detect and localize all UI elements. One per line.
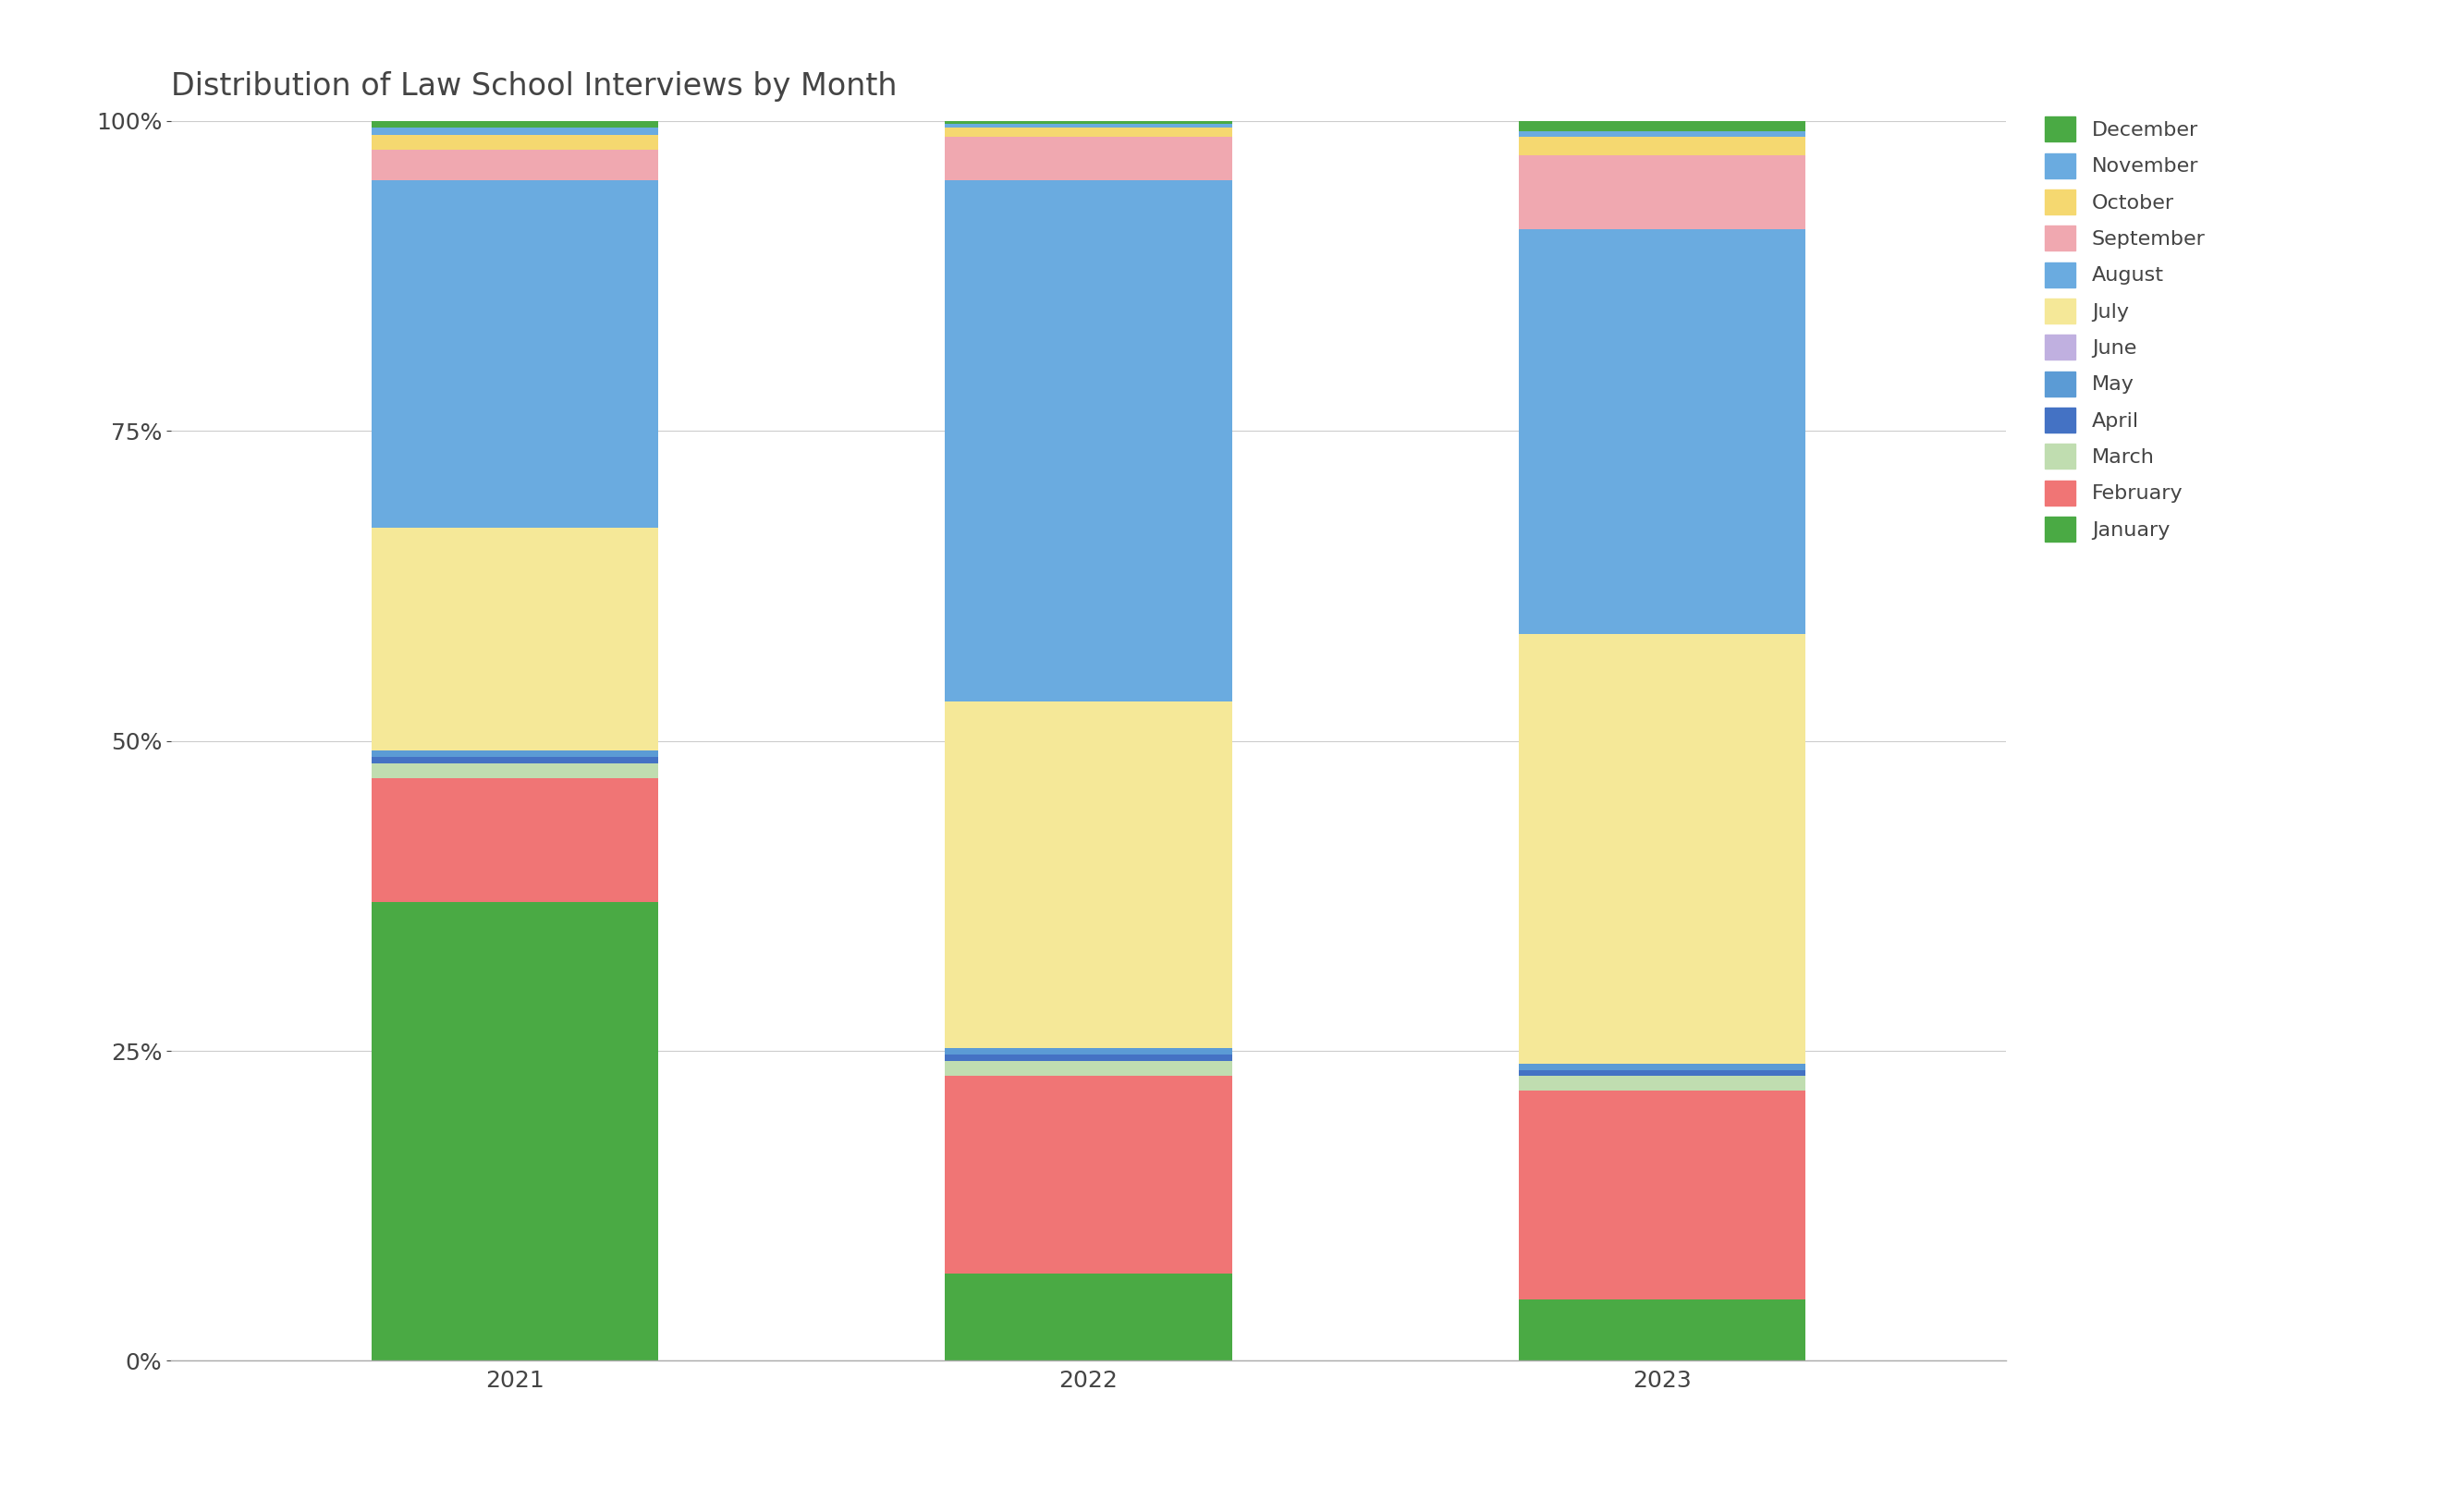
Bar (372, 903, 658, 1361)
Bar (372, 779, 658, 903)
Bar (1519, 1064, 1805, 1070)
Text: Distribution of Law School Interviews by Month: Distribution of Law School Interviews by… (171, 71, 898, 101)
Bar (944, 1061, 1233, 1075)
Bar (944, 702, 1233, 1048)
Bar (1519, 1070, 1805, 1077)
Bar (944, 138, 1233, 180)
Bar (944, 180, 1233, 702)
Bar (1519, 156, 1805, 228)
Bar (1519, 1077, 1805, 1090)
Bar (372, 180, 658, 528)
Bar (944, 1048, 1233, 1054)
Bar (372, 528, 658, 751)
Bar (372, 150, 658, 180)
Bar (944, 124, 1233, 127)
Bar (944, 1075, 1233, 1275)
Bar (372, 764, 658, 779)
Bar (1519, 228, 1805, 634)
Bar (944, 1054, 1233, 1061)
Bar (1519, 130, 1805, 138)
Bar (372, 135, 658, 150)
Bar (1519, 138, 1805, 156)
Legend: December, November, October, September, August, July, June, May, April, March, F: December, November, October, September, … (2035, 106, 2216, 552)
Bar (944, 127, 1233, 138)
Bar (1519, 634, 1805, 1064)
Bar (1519, 1299, 1805, 1361)
Bar (372, 127, 658, 135)
Bar (944, 1275, 1233, 1361)
Bar (1519, 121, 1805, 130)
Bar (372, 758, 658, 764)
Bar (1519, 1090, 1805, 1299)
Bar (944, 121, 1233, 124)
Bar (372, 751, 658, 758)
Bar (372, 121, 658, 127)
